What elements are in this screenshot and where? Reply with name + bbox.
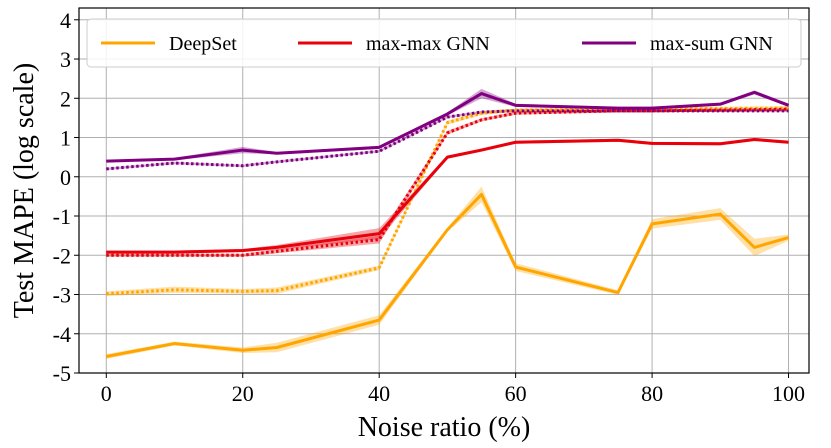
y-tick-label: -5 <box>53 361 71 386</box>
series-lines <box>106 90 790 358</box>
y-axis-label: Test MAPE (log scale) <box>9 63 40 318</box>
max-max-gnn-dotted-line <box>106 107 789 257</box>
x-tick-label: 20 <box>232 381 254 406</box>
y-tick-label: -3 <box>53 283 71 308</box>
error-bands <box>106 88 789 359</box>
max-sum-gnn-line <box>106 90 790 163</box>
legend-label: max-sum GNN <box>650 33 773 55</box>
x-tick-label: 60 <box>505 381 527 406</box>
x-tick-label: 0 <box>101 381 112 406</box>
x-tick-label: 40 <box>368 381 390 406</box>
deepset-band <box>106 186 789 359</box>
y-tick-label: 2 <box>60 86 71 111</box>
legend-label: DeepSet <box>169 33 237 55</box>
y-tick-label: -4 <box>53 322 71 347</box>
y-tick-label: 4 <box>60 8 71 33</box>
plot-frame <box>78 7 810 374</box>
x-tick-label: 80 <box>641 381 663 406</box>
max-sum-gnn-dotted-band <box>106 109 789 171</box>
legend: DeepSet max-max GNN max-sum GNN <box>86 18 802 68</box>
deepset-dotted-line <box>106 106 789 296</box>
y-tick-label: 0 <box>60 165 71 190</box>
legend-box <box>86 18 802 68</box>
legend-label: max-max GNN <box>366 33 490 55</box>
y-tick-label: -1 <box>53 204 71 229</box>
max-max-gnn-line <box>106 137 789 254</box>
y-tick-label: -2 <box>53 243 71 268</box>
x-axis-label: Noise ratio (%) <box>358 412 531 443</box>
deepset-line <box>106 192 789 358</box>
max-sum-gnn-band <box>106 88 789 163</box>
y-tick-label: 1 <box>60 126 71 151</box>
grid <box>79 8 809 374</box>
y-tick-label: 3 <box>60 47 71 72</box>
max-max-gnn-dotted-band <box>106 107 789 257</box>
max-sum-gnn-dotted-line <box>106 109 789 171</box>
x-tick-label: 100 <box>772 381 805 406</box>
ticks: 0 20 40 60 80 100 -5 -4 -3 -2 -1 0 1 2 3 4 <box>53 8 805 406</box>
